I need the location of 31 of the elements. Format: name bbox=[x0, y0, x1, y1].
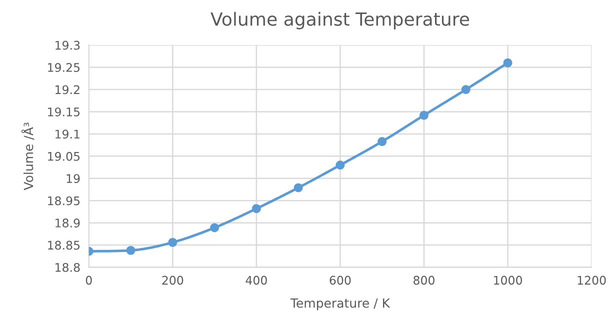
point bbox=[503, 58, 512, 68]
x-tick-label: 1200 bbox=[578, 276, 606, 285]
y-tick-label: 18.8 bbox=[56, 262, 80, 272]
y-axis-title: Volume /Å³ bbox=[21, 122, 34, 190]
y-tick-label: 18.95 bbox=[48, 196, 80, 206]
x-axis-title: Temperature / K bbox=[290, 298, 390, 310]
point bbox=[378, 136, 387, 146]
point bbox=[461, 85, 470, 94]
y-tick-label: 19 bbox=[66, 174, 80, 184]
y-tick-label: 19.1 bbox=[56, 130, 80, 139]
y-tick-label: 19.3 bbox=[56, 40, 80, 50]
point bbox=[126, 246, 136, 255]
chart-title: Volume against Temperature bbox=[210, 12, 470, 30]
x-tick-label: 1000 bbox=[494, 276, 522, 285]
point bbox=[168, 238, 178, 247]
x-tick-label: 200 bbox=[162, 276, 184, 285]
point bbox=[336, 160, 345, 170]
y-tick-label: 18.85 bbox=[48, 240, 80, 250]
point bbox=[294, 183, 303, 192]
x-tick-label: 400 bbox=[246, 276, 267, 285]
point bbox=[210, 223, 220, 232]
y-tick-label: 19.2 bbox=[56, 85, 80, 94]
x-tick-label: 600 bbox=[330, 276, 351, 285]
y-tick-label: 19.15 bbox=[48, 107, 80, 116]
y-tick-label: 19.25 bbox=[48, 63, 80, 72]
x-tick-label: 800 bbox=[414, 276, 434, 285]
y-tick-label: 19.05 bbox=[48, 152, 80, 161]
x-tick-label: 0 bbox=[86, 276, 92, 285]
y-tick-label: 18.9 bbox=[56, 218, 80, 228]
point bbox=[419, 110, 429, 120]
point bbox=[252, 204, 261, 214]
